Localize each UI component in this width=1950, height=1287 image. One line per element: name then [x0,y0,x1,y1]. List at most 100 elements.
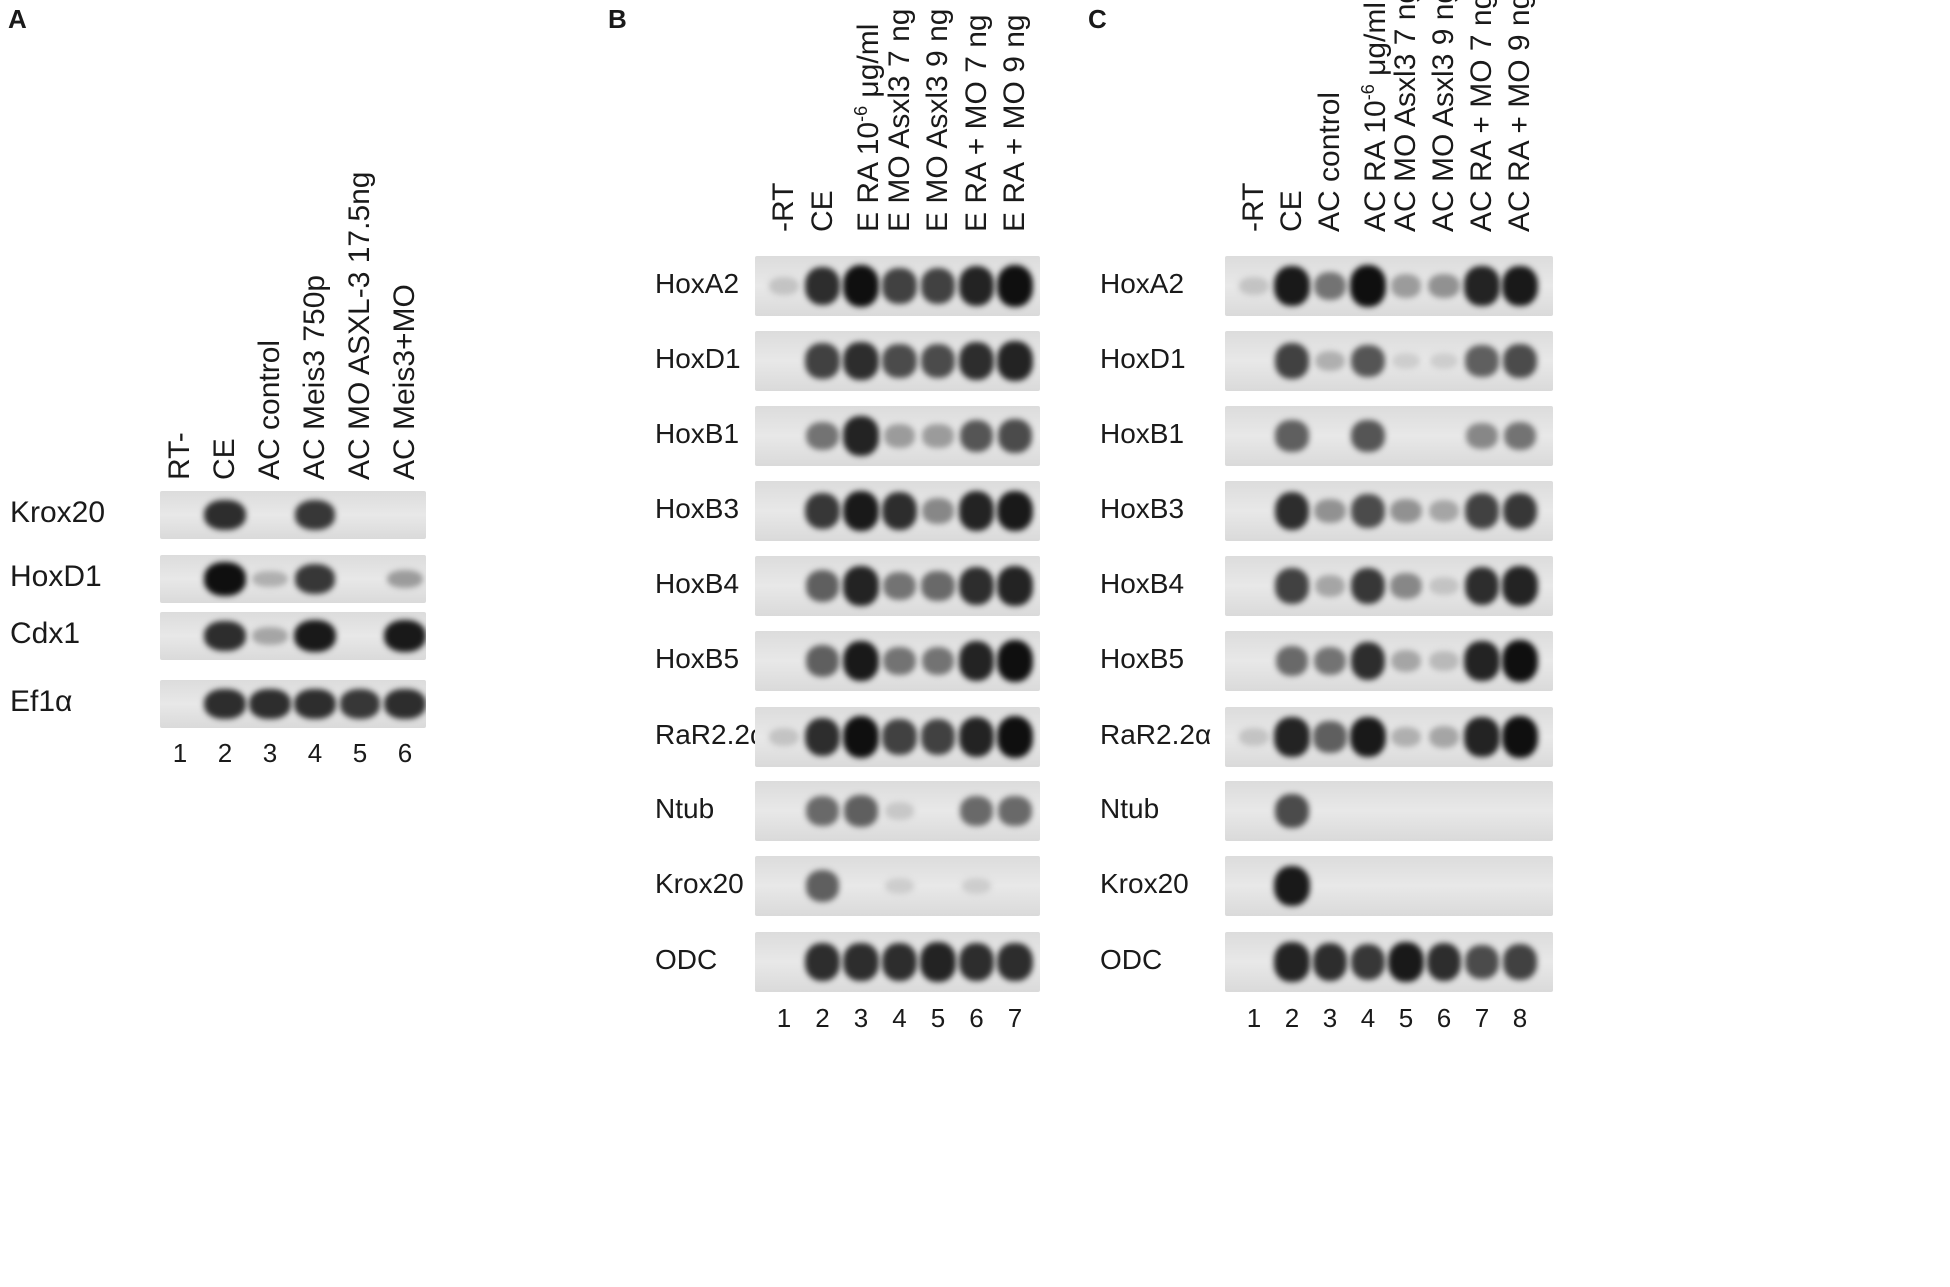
gel-band [1390,726,1421,748]
gel-band [1502,566,1538,606]
gel-strip [755,707,1040,767]
gel-band [884,877,915,895]
gel-band [1464,717,1500,757]
gel-band [1465,945,1499,979]
gel-band [1274,492,1310,530]
gel-band [1502,492,1538,530]
lane-number: 3 [853,1003,869,1033]
gel-band [883,646,916,676]
gel-band [842,490,880,532]
gel-band [252,570,288,588]
lane-number: 5 [930,1003,946,1033]
gel-band [996,265,1034,307]
gel-strip [755,256,1040,316]
gel-band [1314,498,1346,524]
gel-band [1239,277,1269,295]
gel-band [804,943,841,981]
gel-band [1466,423,1498,449]
lane-number: 3 [262,738,278,768]
gel-band [1350,567,1386,605]
lane-number: 2 [1284,1003,1300,1033]
gel-band [293,619,337,653]
gel-band [1428,726,1460,748]
gel-band [1428,273,1460,299]
lane-number: 1 [776,1003,792,1033]
gel-band [1428,500,1460,522]
gel-band [1501,716,1539,758]
gel-strip [1225,406,1553,466]
gel-strip [1225,556,1553,616]
panel-letter-a: A [8,4,27,34]
gel-band [1274,717,1310,757]
gel-band [294,500,336,530]
lane-number: 2 [217,738,233,768]
gel-band [805,645,840,677]
gel-band [843,342,879,380]
gene-label: ODC [1100,943,1163,975]
gel-band [1314,350,1345,372]
gel-band [294,564,336,594]
lane-number: 3 [1322,1003,1338,1033]
gene-label: RaR2.2α [655,718,767,750]
gel-band [920,942,956,982]
gel-band [769,728,799,746]
gel-band [804,718,841,756]
gel-band [1464,641,1500,681]
gel-band [882,268,917,304]
gel-band [1239,728,1269,746]
lane-number: 8 [1512,1003,1528,1033]
gel-band [1314,575,1346,597]
gel-band [806,421,839,451]
gel-band [1429,651,1459,671]
gel-strip [1225,707,1553,767]
gel-band [1503,344,1537,378]
gel-band [1275,646,1309,676]
gel-band [921,646,955,676]
gel-band [920,344,956,378]
gel-band [920,719,956,755]
gene-label: Krox20 [10,495,106,529]
gel-band [922,424,954,448]
gel-band [842,716,880,758]
gel-band [959,796,994,826]
gel-band [386,569,424,589]
gel-band [294,688,336,720]
lane-number: 2 [815,1003,830,1033]
gel-band [881,492,918,530]
gel-band [1502,944,1538,980]
gel-band [843,943,879,981]
gene-label: HoxB1 [1100,417,1185,449]
gel-band [922,498,954,524]
gel-strip [755,631,1040,691]
gel-band [1390,573,1422,599]
lane-number: 4 [1360,1003,1376,1033]
lane-number: 4 [307,738,323,768]
lane-label: AC RA 10-6 μg/ml [1358,1,1392,232]
gel-band [805,796,840,826]
gene-label: HoxB3 [655,492,740,524]
gene-label: Krox20 [655,867,744,899]
gel-band [805,870,840,902]
gel-band [1275,794,1309,828]
gel-band [958,491,995,531]
gel-band [844,795,878,827]
lane-number: 1 [172,738,188,768]
lane-number: 6 [397,738,413,768]
gel-band [249,688,291,720]
gel-strip [1225,856,1553,916]
gene-label: Krox20 [1100,867,1189,899]
gel-band [1350,943,1386,981]
gel-band [958,266,995,306]
gel-strip [755,932,1040,992]
gel-band [997,566,1033,606]
gel-band [920,268,956,304]
gel-band [1274,343,1310,379]
gel-band [1350,642,1386,680]
gel-strip [160,680,426,728]
gel-band [1313,646,1347,676]
gel-band [1313,721,1347,753]
gel-band [996,716,1034,758]
